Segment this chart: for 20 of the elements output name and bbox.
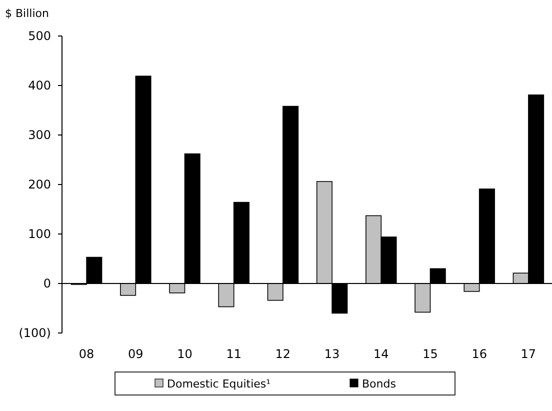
x-tick-label: 09 <box>128 347 144 361</box>
x-tick-label: 10 <box>177 347 192 361</box>
y-tick-label: 200 <box>28 178 51 192</box>
x-tick-label: 15 <box>422 347 438 361</box>
y-tick-label: (100) <box>18 326 51 340</box>
x-tick-label: 17 <box>520 347 536 361</box>
x-tick-label: 12 <box>275 347 291 361</box>
x-tick-label: 08 <box>78 347 94 361</box>
y-axis-title: $ Billion <box>5 7 49 20</box>
x-tick-label: 14 <box>374 347 389 361</box>
y-tick-label: 0 <box>43 276 51 291</box>
y-tick-label: 400 <box>28 78 51 93</box>
legend-label: Domestic Equities¹ <box>167 378 271 390</box>
x-tick-label: 13 <box>324 347 340 361</box>
legend-label: Bonds <box>362 378 396 390</box>
x-tick-label: 11 <box>226 347 242 361</box>
y-tick-label: 500 <box>28 29 51 44</box>
y-tick-label: 300 <box>28 128 51 142</box>
y-tick-label: 100 <box>28 227 51 242</box>
x-tick-label: 16 <box>472 347 487 361</box>
